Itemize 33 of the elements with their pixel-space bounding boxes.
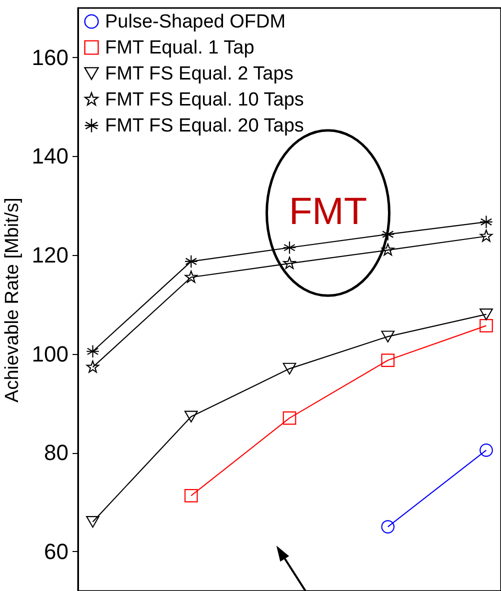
legend-label: FMT FS Equal. 2 Taps: [105, 64, 294, 84]
point: [184, 270, 198, 283]
annotation: FMT: [288, 191, 368, 233]
point: [283, 256, 296, 269]
y-tick-label: 100: [32, 341, 68, 366]
legend-label: FMT FS Equal. 20 Taps: [105, 116, 304, 136]
point: [480, 215, 493, 229]
point: [86, 516, 100, 528]
y-tick-label: 140: [32, 144, 68, 169]
point: [381, 330, 395, 342]
point: [480, 444, 493, 457]
point: [282, 240, 296, 254]
point: [382, 243, 394, 256]
y-tick-label: 160: [32, 44, 68, 70]
point: [184, 488, 198, 502]
y-axis-title: Achievable Rate [Mbit/s]: [2, 198, 23, 402]
y-tick-label: 120: [32, 242, 68, 268]
point: [184, 254, 198, 268]
point: [480, 230, 493, 242]
y-tick-label: 60: [44, 538, 68, 564]
point: [282, 362, 296, 375]
point: [381, 520, 395, 534]
point: [86, 344, 100, 358]
point: [480, 319, 493, 332]
legend-label: Pulse-Shaped OFDM: [105, 12, 286, 32]
point: [480, 308, 493, 320]
y-tick-label: 80: [44, 440, 68, 466]
legend-label: FMT FS Equal. 10 Taps: [105, 90, 304, 110]
point: [381, 354, 395, 367]
point: [86, 360, 100, 373]
legend-label: FMT Equal. 1 Tap: [105, 38, 254, 58]
point: [184, 410, 198, 422]
point: [282, 411, 296, 425]
